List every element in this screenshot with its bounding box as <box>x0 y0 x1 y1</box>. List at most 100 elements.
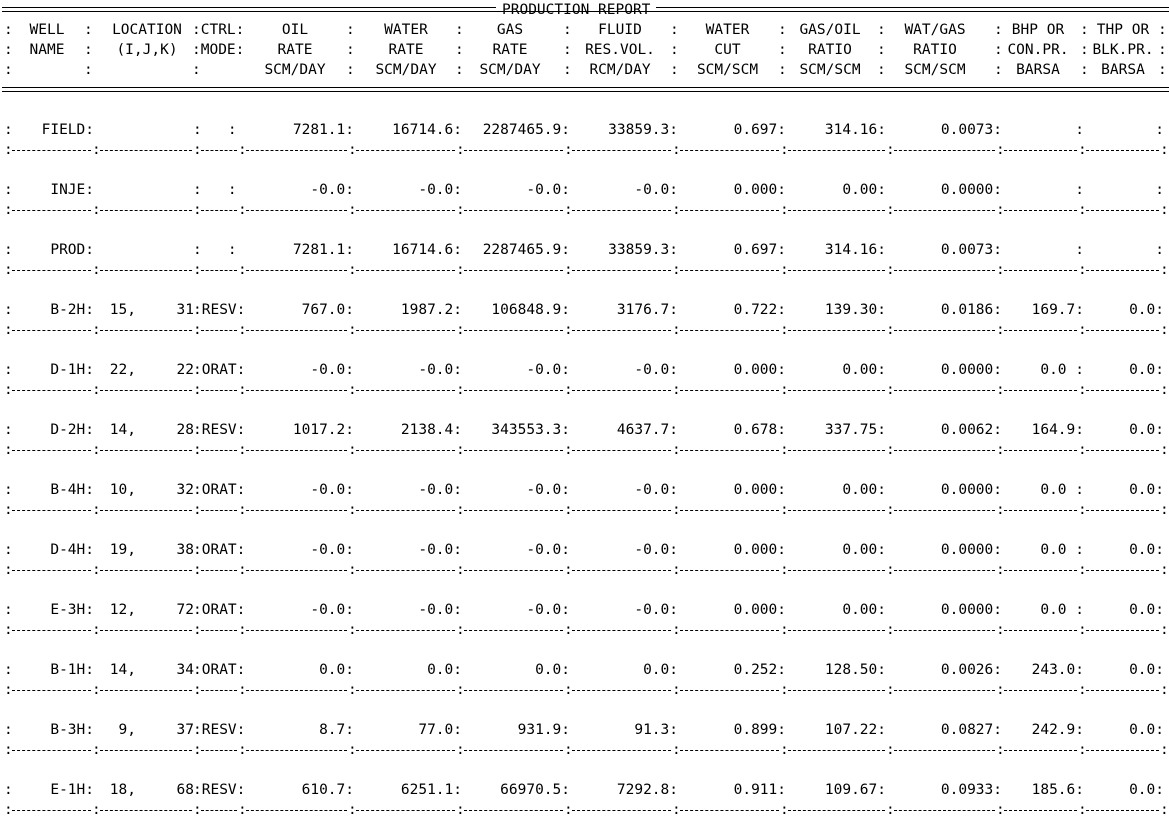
separator-dash <box>201 330 237 331</box>
cell-i: 9, <box>118 722 136 738</box>
cell-thp: 0.0: <box>1129 782 1164 798</box>
cell-wgr: 0.0933: <box>940 782 1002 798</box>
cell-gor: 314.16: <box>824 242 886 258</box>
separator-colon: : <box>996 562 1005 578</box>
separator-dash <box>356 810 455 811</box>
separator-colon: : <box>193 742 202 758</box>
separator-colon: : <box>1078 442 1087 458</box>
cell-fluid: -0.0: <box>634 482 678 498</box>
separator-colon: : <box>456 802 465 818</box>
table-row: : B-3H: 9, 37:RESV: 8.7: 77.0: 931.9: 91.3: 0.89… <box>0 720 1169 740</box>
header-cell: : <box>4 22 13 38</box>
separator-dash <box>356 510 455 511</box>
cell-wcut: 0.000: <box>733 542 786 558</box>
cell-i: 18, <box>109 782 136 798</box>
table-row: : E-1H: 18, 68:RESV: 610.7: 6251.1: 66970.5: 72… <box>0 780 1169 800</box>
cell-water: 2138.4: <box>400 422 462 438</box>
separator-dash <box>680 570 779 571</box>
separator-colon: : <box>92 262 101 278</box>
separator-dash <box>1004 810 1077 811</box>
separator-dash <box>572 510 671 511</box>
cell-name: B-3H: <box>50 722 94 738</box>
separator-colon: : <box>672 562 681 578</box>
header-cell: GAS <box>496 22 524 38</box>
separator-dash <box>246 390 347 391</box>
cell-mode: :RESV: <box>193 782 246 798</box>
separator-colon: : <box>456 262 465 278</box>
separator-colon: : <box>92 562 101 578</box>
header-cell: : <box>877 22 886 38</box>
separator-dash <box>464 390 563 391</box>
cell-water: 0.0: <box>427 662 462 678</box>
separator-colon: : <box>456 142 465 158</box>
cell-lead: : <box>4 182 13 198</box>
cell-gas: 931.9: <box>517 722 570 738</box>
separator-colon: : <box>348 202 357 218</box>
header-cell: : <box>192 62 201 78</box>
table-row: : D-2H: 14, 28:RESV: 1017.2: 2138.4: 343553.3:… <box>0 420 1169 440</box>
separator-colon: : <box>4 622 13 638</box>
separator-colon: : <box>996 202 1005 218</box>
separator-colon: : <box>1160 682 1169 698</box>
separator-dash <box>100 330 192 331</box>
separator-dash <box>788 330 885 331</box>
header-cell: LOCATION <box>112 22 182 38</box>
header-cell: CON.PR. <box>1007 42 1069 58</box>
cell-water: -0.0: <box>418 362 462 378</box>
cell-bhp: 0.0 : <box>1040 362 1084 378</box>
separator-colon: : <box>886 322 895 338</box>
cell-fluid: -0.0: <box>634 182 678 198</box>
header-cell: : <box>670 42 679 58</box>
row-separator: ::::::::::::: <box>0 380 1169 400</box>
separator-dash <box>464 570 563 571</box>
separator-dash <box>1086 390 1159 391</box>
separator-colon: : <box>564 562 573 578</box>
cell-j: 31 <box>176 302 194 318</box>
separator-colon: : <box>996 622 1005 638</box>
separator-colon: : <box>92 442 101 458</box>
separator-colon: : <box>193 322 202 338</box>
cell-j: 72 <box>176 602 194 618</box>
header-cell: SCM/DAY <box>375 62 437 78</box>
separator-colon: : <box>886 742 895 758</box>
row-separator: ::::::::::::: <box>0 620 1169 640</box>
separator-colon: : <box>996 802 1005 818</box>
cell-name: B-4H: <box>50 482 94 498</box>
separator-dash <box>572 330 671 331</box>
header-cell: : <box>563 62 572 78</box>
cell-thp: 0.0: <box>1129 542 1164 558</box>
separator-colon: : <box>672 442 681 458</box>
separator-dash <box>464 630 563 631</box>
separator-colon: : <box>780 442 789 458</box>
separator-dash <box>464 750 563 751</box>
cell-mode: : : <box>193 242 237 258</box>
header-cell: (I,J,K) <box>116 42 178 58</box>
separator-dash <box>788 690 885 691</box>
separator-colon: : <box>996 742 1005 758</box>
separator-dash <box>572 150 671 151</box>
separator-colon: : <box>564 502 573 518</box>
separator-colon: : <box>92 202 101 218</box>
separator-colon: : <box>1160 622 1169 638</box>
cell-gas: -0.0: <box>526 602 570 618</box>
cell-mode: :RESV: <box>193 302 246 318</box>
cell-gas: 0.0: <box>535 662 570 678</box>
separator-colon: : <box>564 802 573 818</box>
cell-water: -0.0: <box>418 182 462 198</box>
cell-mode: :ORAT: <box>193 602 246 618</box>
cell-water: -0.0: <box>418 542 462 558</box>
cell-wcut: 0.678: <box>733 422 786 438</box>
cell-wgr: 0.0000: <box>940 602 1002 618</box>
separator-dash <box>201 570 237 571</box>
separator-colon: : <box>4 682 13 698</box>
header-cell: OIL <box>281 22 309 38</box>
header-cell: THP OR <box>1096 22 1150 38</box>
cell-gor: 139.30: <box>824 302 886 318</box>
cell-j: 22 <box>176 362 194 378</box>
header-cell: FLUID <box>598 22 642 38</box>
cell-name: E-1H: <box>50 782 94 798</box>
separator-dash <box>1086 570 1159 571</box>
separator-colon: : <box>348 802 357 818</box>
cell-name: D-1H: <box>50 362 94 378</box>
cell-gor: 337.75: <box>824 422 886 438</box>
